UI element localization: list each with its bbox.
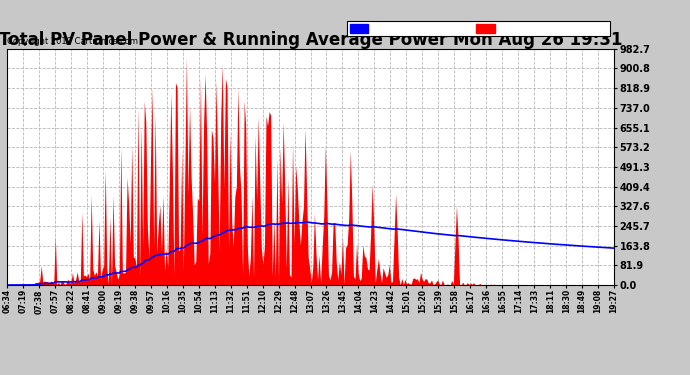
Title: Total PV Panel Power & Running Average Power Mon Aug 26 19:31: Total PV Panel Power & Running Average P… bbox=[0, 31, 622, 49]
Legend: Average (DC Watts), PV Panels (DC Watts): Average (DC Watts), PV Panels (DC Watts) bbox=[348, 21, 609, 36]
Text: Copyright 2019 Cartronics.com: Copyright 2019 Cartronics.com bbox=[7, 38, 138, 46]
